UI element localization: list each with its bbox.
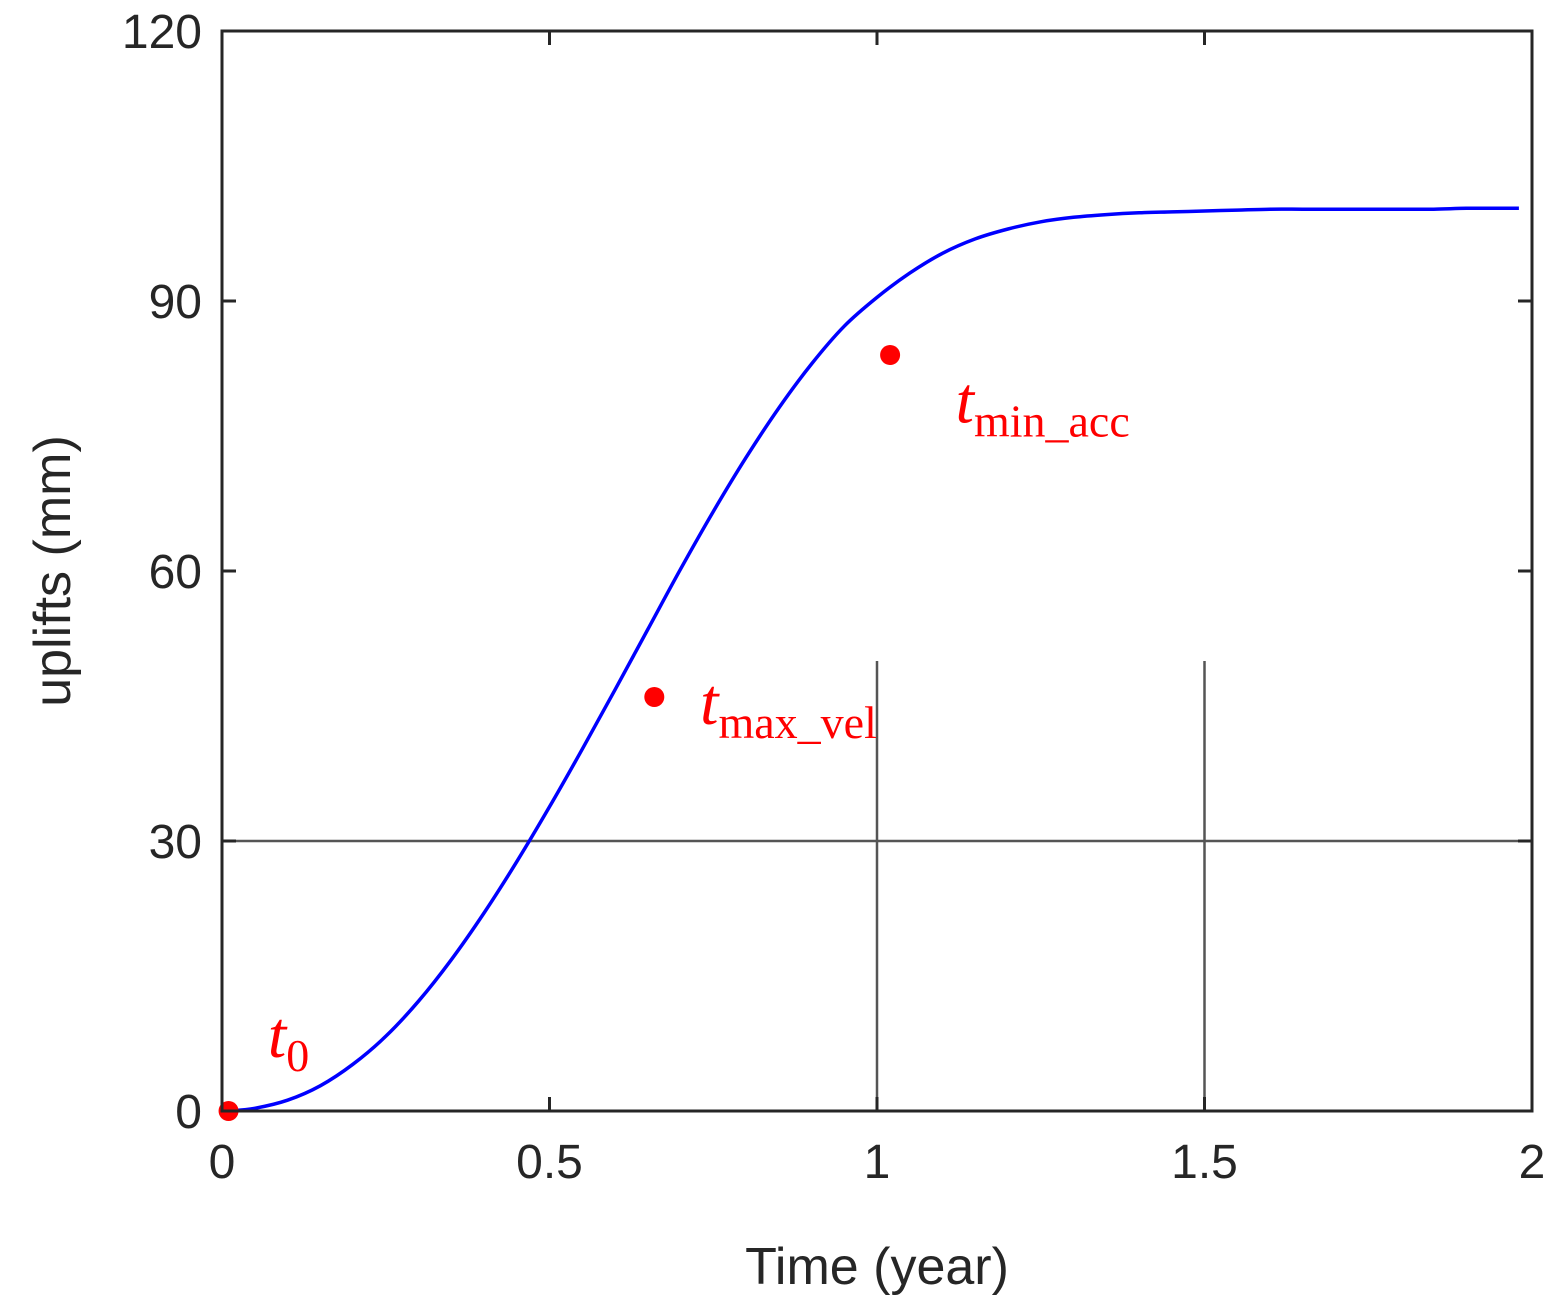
marker-point-1 [644, 687, 665, 707]
y-tick-label: 30 [149, 816, 202, 869]
x-tick-label: 2 [1519, 1136, 1546, 1189]
reference-lines [222, 661, 1532, 1111]
x-axis-title: Time (year) [745, 1238, 1009, 1296]
series-line-0 [228, 206, 1519, 1113]
annotation-subscript: 0 [286, 1030, 309, 1081]
y-tick-label: 120 [122, 6, 202, 59]
annotation-label-2: tmin_acc [956, 365, 1130, 447]
annotation-main: t [956, 365, 976, 438]
y-axis-title: uplifts (mm) [24, 435, 82, 707]
series-layer [228, 206, 1519, 1113]
annotation-subscript: min_acc [974, 396, 1130, 447]
y-tick-label: 60 [149, 546, 202, 599]
x-tick-label: 1 [864, 1136, 891, 1189]
y-tick-label: 0 [175, 1086, 202, 1139]
annotation-main: t [700, 666, 720, 739]
annotation-subscript: max_vel [718, 697, 876, 748]
x-tick-label: 0 [209, 1136, 236, 1189]
axis-ticks: 0 0.5 1 1.5 2 0 30 60 90 120 [122, 6, 1545, 1189]
annotation-label-0: t0 [268, 999, 309, 1081]
annotation-main: t [268, 999, 288, 1072]
annotation-label-1: tmax_vel [700, 666, 877, 748]
x-tick-label: 1.5 [1171, 1136, 1238, 1189]
x-tick-label: 0.5 [516, 1136, 583, 1189]
y-tick-label: 90 [149, 276, 202, 329]
marker-point-2 [880, 345, 901, 365]
